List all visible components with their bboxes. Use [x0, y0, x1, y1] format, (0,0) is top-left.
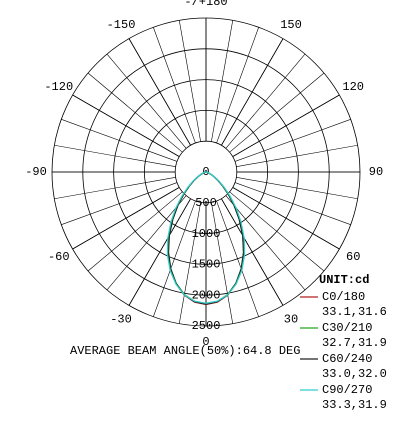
- angle-grid-line: [72, 187, 180, 250]
- angle-tick-label: -120: [44, 80, 73, 94]
- angle-tick-label: -90: [25, 165, 47, 179]
- angle-tick-label: -30: [110, 312, 132, 326]
- angle-tick-label: 150: [280, 18, 302, 32]
- angle-tick-label: -60: [48, 250, 70, 264]
- legend-beam: 33.0,32.0: [322, 367, 387, 381]
- legend-name: C0/180: [322, 290, 365, 304]
- angle-grid-line: [128, 198, 191, 306]
- angle-grid-line: [232, 94, 340, 157]
- legend-beam: 33.3,31.9: [322, 398, 387, 412]
- legend-name: C60/240: [322, 352, 372, 366]
- legend-name: C90/270: [322, 383, 372, 397]
- legend-name: C30/210: [322, 321, 372, 335]
- series-line: [205, 171, 246, 304]
- angle-grid-line: [128, 38, 191, 146]
- angle-grid-line: [72, 94, 180, 157]
- annotation: AVERAGE BEAM ANGLE(50%):64.8 DEG: [70, 344, 300, 358]
- legend-beam: 32.7,31.9: [322, 336, 387, 350]
- angle-grid-line: [232, 187, 340, 250]
- angle-tick-label: 0: [202, 335, 209, 349]
- angle-tick-label: 90: [369, 165, 383, 179]
- angle-tick-label: -150: [107, 18, 136, 32]
- angle-grid-line: [221, 198, 284, 306]
- legend-beam: 33.1,31.6: [322, 305, 387, 319]
- series-line: [166, 171, 207, 304]
- angle-tick-label: -/+180: [184, 0, 227, 9]
- angle-tick-label: 60: [346, 250, 360, 264]
- angle-tick-label: 120: [342, 80, 364, 94]
- angle-tick-label: 30: [284, 312, 298, 326]
- unit-label: UNIT:cd: [319, 273, 369, 287]
- r-tick-label: 2500: [192, 319, 221, 333]
- angle-grid-line: [221, 38, 284, 146]
